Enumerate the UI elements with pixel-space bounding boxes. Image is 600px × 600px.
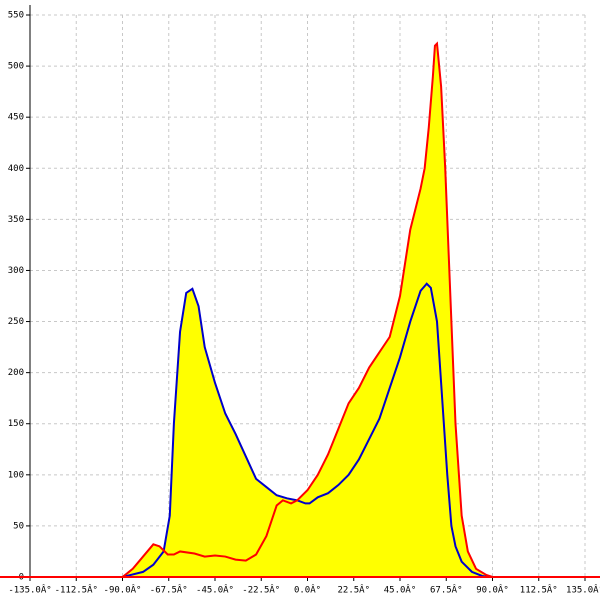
y-tick-label: 150 bbox=[8, 419, 24, 429]
y-tick-label: 450 bbox=[8, 113, 24, 123]
x-tick-label: -135.0Â° bbox=[8, 584, 51, 596]
y-tick-label: 250 bbox=[8, 317, 24, 327]
y-tick-label: 550 bbox=[8, 11, 24, 21]
y-tick-label: 200 bbox=[8, 368, 24, 378]
y-tick-label: 100 bbox=[8, 470, 24, 480]
x-tick-label: 22.5Â° bbox=[337, 584, 370, 596]
x-tick-label: 90.0Â° bbox=[476, 584, 509, 596]
y-tick-label: 400 bbox=[8, 164, 24, 174]
x-tick-label: 0.0Â° bbox=[294, 584, 321, 596]
x-tick-label: -22.5Â° bbox=[242, 584, 280, 596]
y-tick-label: 350 bbox=[8, 215, 24, 225]
y-tick-label: 500 bbox=[8, 62, 24, 72]
y-tick-label: 300 bbox=[8, 266, 24, 276]
area-fill bbox=[122, 283, 493, 577]
x-tick-label: -112.5Â° bbox=[55, 584, 98, 596]
x-tick-label: -45.0Â° bbox=[196, 584, 234, 596]
series-line bbox=[121, 41, 493, 578]
x-tick-label: 45.0Â° bbox=[384, 584, 417, 596]
x-tick-label: 112.5Â° bbox=[520, 584, 558, 596]
x-tick-label: -67.5Â° bbox=[150, 584, 188, 596]
x-tick-label: 135.0Â° bbox=[566, 584, 600, 596]
x-tick-label: -90.0Â° bbox=[104, 584, 142, 596]
series-line bbox=[122, 282, 493, 578]
x-tick-label: 67.5Â° bbox=[430, 584, 463, 596]
y-tick-label: 50 bbox=[13, 521, 24, 531]
